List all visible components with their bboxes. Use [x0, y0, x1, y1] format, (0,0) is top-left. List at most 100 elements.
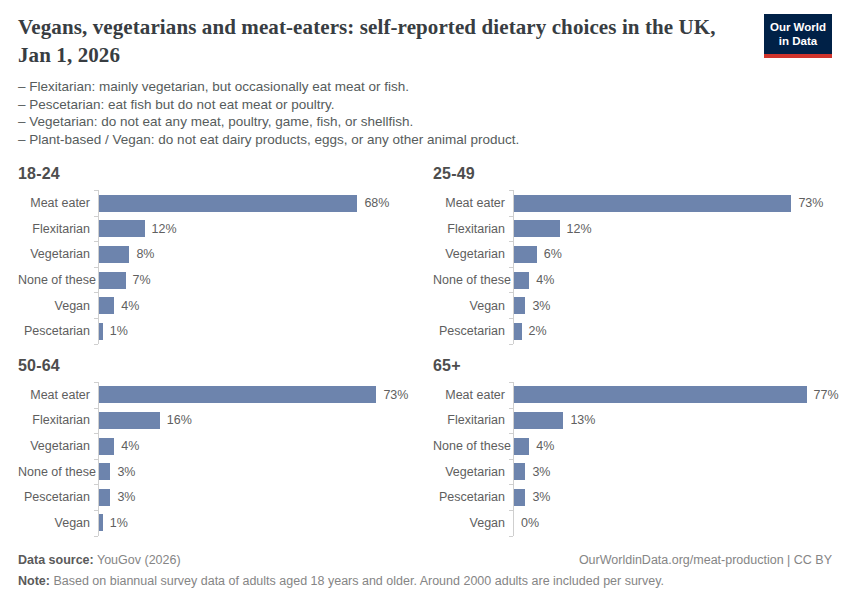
- bar[interactable]: [514, 195, 791, 212]
- note-label: Note:: [18, 574, 50, 588]
- logo-line-2: in Data: [767, 34, 829, 48]
- value-label: 6%: [544, 247, 562, 261]
- bar-row: Pescetarian1%: [18, 318, 433, 344]
- category-label: Meat eater: [433, 388, 505, 402]
- bar[interactable]: [99, 438, 114, 455]
- value-label: 3%: [532, 465, 550, 479]
- bar[interactable]: [99, 386, 376, 403]
- bar[interactable]: [514, 323, 522, 340]
- value-label: 1%: [110, 324, 128, 338]
- value-label: 7%: [133, 273, 151, 287]
- value-label: 0%: [521, 516, 539, 530]
- charts-grid: 18-24Meat eater68%Flexitarian12%Vegetari…: [18, 165, 832, 535]
- note: Note: Based on biannual survey data of a…: [18, 572, 832, 590]
- bar[interactable]: [99, 297, 114, 314]
- value-label: 12%: [567, 222, 592, 236]
- footer: Data source: YouGov (2026) OurWorldinDat…: [18, 551, 832, 590]
- category-label: None of these: [433, 439, 505, 453]
- owid-logo[interactable]: Our World in Data: [764, 14, 832, 58]
- value-label: 4%: [121, 439, 139, 453]
- bar-rows: Meat eater77% Flexitarian 13% None of these…: [433, 382, 832, 536]
- bar-rows: Meat eater68% Flexitarian 12% Vegetarian 8% N…: [18, 190, 433, 344]
- value-label: 4%: [536, 273, 554, 287]
- value-label: 12%: [152, 222, 177, 236]
- bar[interactable]: [514, 297, 525, 314]
- category-label: None of these: [18, 465, 90, 479]
- bar-row: None of these 7%: [18, 267, 433, 293]
- value-label: 73%: [798, 196, 823, 210]
- bar-row: Flexitarian 12%: [18, 216, 433, 242]
- category-label: Pescetarian: [433, 324, 505, 338]
- category-label: Vegetarian: [18, 247, 90, 261]
- bar-row: Pescetarian 2%: [433, 318, 832, 344]
- bar-row: Vegan3%: [433, 293, 832, 319]
- category-label: Vegan: [18, 299, 90, 313]
- bar[interactable]: [514, 412, 563, 429]
- bar-row: Meat eater73%: [18, 382, 433, 408]
- bar[interactable]: [99, 195, 357, 212]
- bar-row: Vegetarian 6%: [433, 242, 832, 268]
- chart-title: Vegans, vegetarians and meat-eaters: sel…: [18, 14, 733, 69]
- value-label: 13%: [570, 413, 595, 427]
- chart-page: Vegans, vegetarians and meat-eaters: sel…: [0, 0, 850, 600]
- bar[interactable]: [514, 220, 560, 237]
- value-label: 4%: [121, 299, 139, 313]
- data-source: Data source: YouGov (2026): [18, 551, 181, 569]
- bar[interactable]: [514, 246, 537, 263]
- bar[interactable]: [99, 489, 110, 506]
- bar[interactable]: [99, 246, 129, 263]
- bar-row: None of these 3%: [18, 459, 433, 485]
- axis-tick: [94, 536, 98, 537]
- bar[interactable]: [99, 323, 103, 340]
- category-label: Vegan: [18, 516, 90, 530]
- bar[interactable]: [99, 514, 103, 531]
- bar[interactable]: [514, 438, 529, 455]
- axis-tick: [509, 536, 513, 537]
- axis-tick: [509, 344, 513, 345]
- value-label: 8%: [136, 247, 154, 261]
- value-label: 3%: [117, 465, 135, 479]
- chart-subtitle: – Flexitarian: mainly vegetarian, but oc…: [18, 78, 832, 148]
- value-label: 4%: [536, 439, 554, 453]
- bar[interactable]: [99, 272, 126, 289]
- chart-panel-65+: 65+Meat eater77%Flexitarian13%None of th…: [433, 357, 832, 536]
- subtitle-line-vegan: – Plant-based / Vegan: do not eat dairy …: [18, 131, 832, 149]
- bar-row: Vegetarian 3%: [433, 459, 832, 485]
- bar[interactable]: [514, 386, 807, 403]
- category-label: Flexitarian: [433, 413, 505, 427]
- bar[interactable]: [99, 463, 110, 480]
- citation-link[interactable]: OurWorldinData.org/meat-production | CC …: [579, 551, 832, 569]
- category-label: Flexitarian: [18, 413, 90, 427]
- chart-panel-18-24: 18-24Meat eater68%Flexitarian12%Vegetari…: [18, 165, 433, 344]
- bar-row: None of these4%: [433, 267, 832, 293]
- bar-row: Meat eater77%: [433, 382, 832, 408]
- bar[interactable]: [514, 489, 525, 506]
- value-label: 16%: [167, 413, 192, 427]
- bar-row: Vegetarian 8%: [18, 242, 433, 268]
- bar[interactable]: [99, 412, 160, 429]
- value-label: 3%: [532, 299, 550, 313]
- data-source-label: Data source:: [18, 553, 94, 567]
- chart-panel-50-64: 50-64Meat eater73%Flexitarian16%Vegetari…: [18, 357, 433, 536]
- bar-row: Vegan0%: [433, 510, 832, 536]
- bar-row: Meat eater68%: [18, 190, 433, 216]
- category-label: Vegetarian: [18, 439, 90, 453]
- value-label: 2%: [529, 324, 547, 338]
- subtitle-line-vegetarian: – Vegetarian: do not eat any meat, poult…: [18, 113, 832, 131]
- footer-top-row: Data source: YouGov (2026) OurWorldinDat…: [18, 551, 832, 569]
- value-label: 1%: [110, 516, 128, 530]
- data-source-value: YouGov (2026): [94, 553, 181, 567]
- category-label: Vegetarian: [433, 247, 505, 261]
- note-value: Based on biannual survey data of adults …: [50, 574, 664, 588]
- bar-row: Vegetarian 4%: [18, 433, 433, 459]
- category-label: Flexitarian: [18, 222, 90, 236]
- bar-row: None of these 4%: [433, 433, 832, 459]
- axis-tick: [94, 344, 98, 345]
- value-label: 3%: [117, 490, 135, 504]
- category-label: Vegetarian: [433, 465, 505, 479]
- bar[interactable]: [514, 272, 529, 289]
- value-label: 68%: [364, 196, 389, 210]
- category-label: None of these: [18, 273, 90, 287]
- bar[interactable]: [99, 220, 145, 237]
- bar[interactable]: [514, 463, 525, 480]
